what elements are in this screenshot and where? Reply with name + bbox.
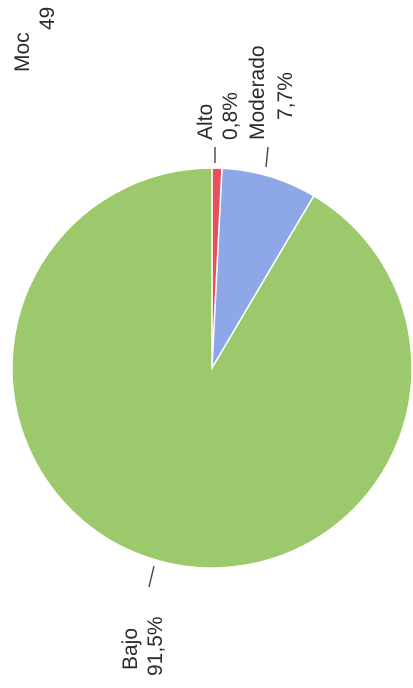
slice-label-alto: Alto — [194, 104, 217, 140]
clipped-label-name: Moc — [11, 32, 34, 72]
leader-line-bajo — [148, 565, 155, 588]
pie-slices — [11, 167, 413, 569]
leader-line-moderado — [265, 146, 269, 168]
slice-value-alto: 0,8% — [219, 92, 242, 140]
slice-label-moderado: Moderado — [246, 45, 269, 140]
pie-slice-bajo — [11, 167, 413, 569]
clipped-label-value: 49 — [36, 7, 59, 30]
slice-value-bajo: 91,5% — [144, 616, 167, 676]
pie-slice-moderado — [211, 167, 315, 369]
slice-label-bajo: Bajo — [119, 628, 142, 670]
slice-value-moderado: 7,7% — [274, 72, 297, 120]
